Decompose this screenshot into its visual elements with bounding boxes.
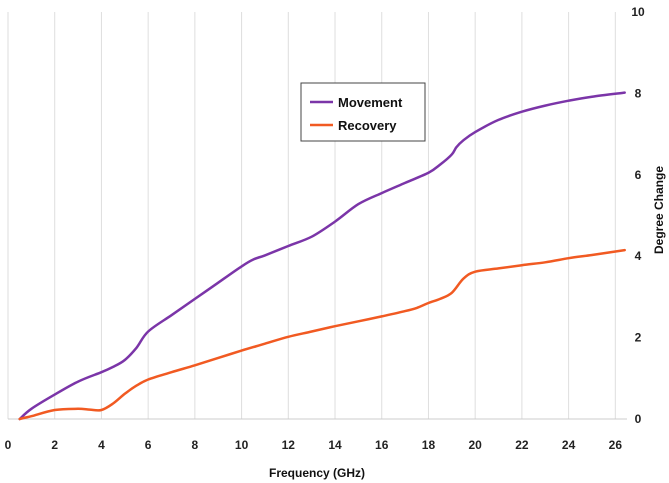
x-tick-labels: 0 2 4 6 8 10 12 14 16 18 20 22 24 26 <box>5 438 623 452</box>
x-tick-label-24: 24 <box>562 438 576 452</box>
y-tick-labels: 0 2 4 6 8 10 <box>631 5 645 426</box>
y-tick-label-8: 8 <box>635 86 642 100</box>
grid-lines <box>7 12 616 419</box>
y-tick-label-6: 6 <box>635 168 642 182</box>
y-tick-label-2: 2 <box>635 331 642 345</box>
x-tick-label-16: 16 <box>375 438 389 452</box>
legend-label-movement: Movement <box>338 95 403 110</box>
x-tick-label-0: 0 <box>5 438 12 452</box>
x-tick-label-26: 26 <box>609 438 623 452</box>
y-tick-label-4: 4 <box>635 249 642 263</box>
y-tick-label-10: 10 <box>631 5 645 19</box>
x-axis-label: Frequency (GHz) <box>269 466 365 480</box>
legend-label-recovery: Recovery <box>338 118 397 133</box>
series-layer <box>18 91 626 421</box>
x-tick-label-22: 22 <box>515 438 529 452</box>
y-axis-label: Degree Change <box>652 166 666 254</box>
x-tick-label-12: 12 <box>282 438 296 452</box>
legend-box <box>300 82 426 142</box>
x-tick-label-8: 8 <box>192 438 199 452</box>
x-tick-label-2: 2 <box>51 438 58 452</box>
x-tick-label-14: 14 <box>328 438 342 452</box>
series-line-movement <box>18 91 626 421</box>
x-tick-label-18: 18 <box>422 438 436 452</box>
x-tick-label-20: 20 <box>468 438 482 452</box>
x-tick-label-10: 10 <box>235 438 249 452</box>
legend: Movement Recovery <box>300 82 426 142</box>
x-tick-label-6: 6 <box>145 438 152 452</box>
y-tick-label-0: 0 <box>635 412 642 426</box>
x-tick-label-4: 4 <box>98 438 105 452</box>
series-line-recovery <box>18 248 626 421</box>
